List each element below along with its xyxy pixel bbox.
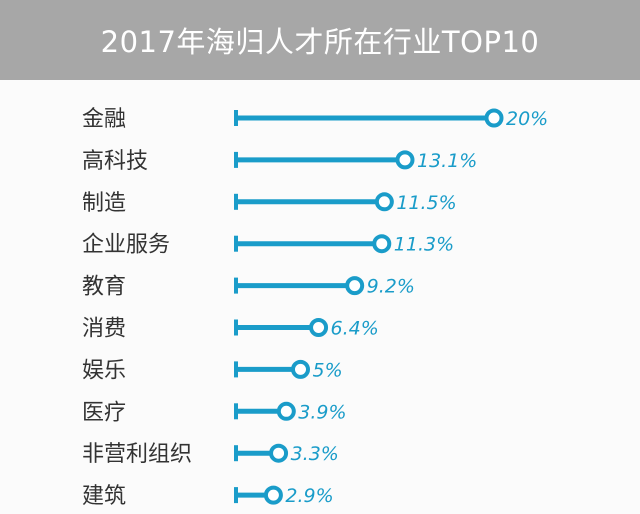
bar-row: 医疗 3.9% — [82, 400, 347, 425]
bar-end-marker — [345, 276, 365, 296]
value-label: 3.9% — [298, 401, 346, 423]
value-label: 9.2% — [367, 276, 415, 298]
category-label: 建筑 — [82, 484, 126, 509]
category-label: 娱乐 — [82, 358, 126, 383]
bar-end-marker — [263, 485, 283, 505]
value-label: 6.4% — [331, 318, 379, 340]
bar-end-marker — [374, 192, 394, 212]
value-label: 13.1% — [417, 150, 477, 172]
category-label: 医疗 — [82, 400, 126, 425]
bar-row: 制造 11.5% — [82, 191, 457, 216]
bar-end-marker — [484, 108, 504, 128]
value-label: 2.9% — [285, 485, 333, 507]
value-label: 3.3% — [291, 443, 339, 465]
bar-row: 高科技 13.1% — [82, 149, 477, 174]
bar-end-marker — [291, 359, 310, 379]
category-label: 教育 — [82, 275, 126, 300]
value-label: 5% — [313, 359, 343, 381]
bar-end-marker — [309, 318, 329, 337]
bar-chart: 金融 20% 高科技 13.1% 制造 11.5% 企业服务 11.3% 教育 9.2% 消费 6.4… — [82, 107, 548, 509]
bar-end-marker — [269, 443, 289, 463]
category-label: 金融 — [82, 107, 126, 132]
bar-end-marker — [395, 150, 415, 170]
chart-title: 2017年海归人才所在行业TOP10 — [0, 0, 640, 80]
category-label: 制造 — [82, 191, 126, 216]
bar-end-marker — [276, 401, 296, 421]
category-label: 非营利组织 — [82, 442, 192, 467]
bar-row: 娱乐 5% — [82, 358, 343, 383]
bar-row: 教育 9.2% — [82, 275, 415, 300]
bar-end-marker — [372, 234, 392, 254]
bar-row: 建筑 2.9% — [82, 484, 334, 509]
value-label: 20% — [506, 108, 548, 130]
category-label: 消费 — [82, 317, 126, 342]
bar-row: 企业服务 11.3% — [82, 233, 454, 258]
bar-row: 消费 6.4% — [82, 317, 379, 342]
bar-row: 金融 20% — [82, 107, 548, 132]
bar-row: 非营利组织 3.3% — [82, 442, 339, 467]
category-label: 企业服务 — [82, 233, 170, 258]
value-label: 11.5% — [396, 192, 456, 214]
category-label: 高科技 — [82, 149, 148, 174]
value-label: 11.3% — [394, 234, 454, 256]
